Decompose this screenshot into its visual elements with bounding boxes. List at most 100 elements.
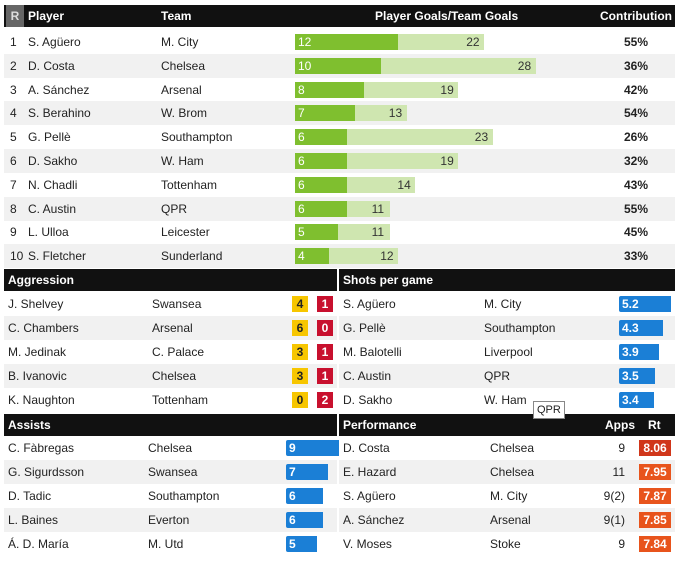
- team-name[interactable]: Liverpool: [484, 345, 533, 359]
- table-row[interactable]: C. Fàbregas Chelsea 9: [4, 436, 340, 460]
- player-name[interactable]: M. Jedinak: [8, 345, 67, 359]
- team-name[interactable]: Tottenham: [161, 177, 218, 192]
- player-name[interactable]: G. Pellè: [343, 321, 386, 335]
- player-name[interactable]: S. Fletcher: [28, 249, 87, 264]
- player-name[interactable]: D. Sakho: [28, 154, 78, 168]
- team-name[interactable]: Swansea: [152, 297, 202, 311]
- player-name[interactable]: C. Austin: [343, 369, 392, 383]
- team-name[interactable]: Everton: [148, 513, 190, 527]
- player-name[interactable]: J. Shelvey: [8, 297, 64, 311]
- player-name[interactable]: V. Moses: [343, 537, 392, 551]
- team-name[interactable]: Tottenham: [152, 393, 209, 407]
- table-row[interactable]: 10 S. Fletcher Sunderland 4 12 33%: [4, 244, 675, 269]
- table-row[interactable]: L. Baines Everton 6: [4, 508, 337, 532]
- team-name[interactable]: Stoke: [490, 537, 521, 551]
- table-row[interactable]: 1 S. Agüero M. City 12 22 55%: [4, 30, 675, 54]
- table-row[interactable]: E. Hazard Chelsea 11 7.95: [339, 460, 675, 484]
- player-name[interactable]: S. Berahino: [28, 106, 91, 121]
- player-name[interactable]: N. Chadli: [28, 177, 78, 192]
- team-name[interactable]: Southampton: [161, 130, 233, 145]
- team-name[interactable]: M. City: [484, 297, 522, 311]
- table-row[interactable]: B. Ivanovic Chelsea 3 1: [4, 364, 337, 388]
- team-name[interactable]: Leicester: [161, 225, 210, 240]
- table-row[interactable]: G. Sigurdsson Swansea 7: [4, 460, 337, 484]
- table-row[interactable]: M. Jedinak C. Palace 3 1: [4, 340, 337, 364]
- team-name[interactable]: Arsenal: [161, 82, 202, 97]
- table-row[interactable]: Á. D. María M. Utd 5: [4, 532, 337, 556]
- player-name[interactable]: L. Baines: [8, 513, 59, 527]
- player-name[interactable]: B. Ivanovic: [8, 369, 67, 383]
- player-name[interactable]: D. Sakho: [343, 393, 393, 407]
- table-row[interactable]: 5 G. Pellè Southampton 6 23 26%: [4, 125, 675, 149]
- player-name[interactable]: D. Costa: [28, 58, 75, 73]
- team-name[interactable]: Chelsea: [490, 465, 535, 479]
- goals-header[interactable]: Player Goals/Team Goals: [375, 9, 519, 23]
- table-row[interactable]: 6 D. Sakho W. Ham 6 19 32%: [4, 149, 675, 173]
- team-name[interactable]: M. Utd: [148, 537, 184, 551]
- team-name[interactable]: Chelsea: [490, 441, 535, 455]
- table-row[interactable]: 2 D. Costa Chelsea 10 28 36%: [4, 53, 675, 78]
- player-name[interactable]: D. Costa: [343, 441, 390, 455]
- player-name[interactable]: D. Tadic: [8, 489, 52, 503]
- team-header[interactable]: Team: [161, 9, 192, 23]
- player-name[interactable]: S. Agüero: [343, 297, 396, 311]
- table-row[interactable]: C. Chambers Arsenal 6 0: [4, 316, 337, 340]
- player-header[interactable]: Player: [28, 9, 65, 23]
- team-name[interactable]: Chelsea: [148, 441, 193, 455]
- team-name[interactable]: W. Ham: [484, 393, 527, 407]
- team-name[interactable]: C. Palace: [152, 345, 205, 359]
- player-name[interactable]: M. Balotelli: [343, 345, 402, 359]
- table-row[interactable]: D. Sakho W. Ham 3.4: [339, 388, 675, 412]
- table-row[interactable]: D. Tadic Southampton 6: [4, 484, 337, 508]
- team-name[interactable]: M. City: [161, 35, 199, 49]
- player-name[interactable]: C. Chambers: [8, 321, 79, 335]
- apps-header[interactable]: Apps: [605, 418, 635, 432]
- table-row[interactable]: K. Naughton Tottenham 0 2: [4, 388, 337, 412]
- player-name[interactable]: G. Sigurdsson: [8, 465, 85, 479]
- table-row[interactable]: 9 L. Ulloa Leicester 5 11 45%: [4, 220, 675, 244]
- rating-badge: 7.87: [639, 488, 671, 504]
- rating-header[interactable]: Rt: [648, 418, 661, 432]
- player-name[interactable]: E. Hazard: [343, 465, 397, 479]
- table-row[interactable]: M. Balotelli Liverpool 3.9: [339, 340, 675, 364]
- team-name[interactable]: QPR: [161, 201, 188, 216]
- rating-badge: 7.95: [639, 464, 671, 480]
- team-name[interactable]: Chelsea: [152, 369, 197, 383]
- player-name[interactable]: Á. D. María: [8, 537, 69, 551]
- player-name[interactable]: A. Sánchez: [343, 513, 405, 527]
- team-name[interactable]: Sunderland: [161, 249, 223, 264]
- player-name[interactable]: K. Naughton: [8, 393, 75, 407]
- contribution-header[interactable]: Contribution: [600, 9, 672, 23]
- team-name[interactable]: M. City: [490, 489, 528, 503]
- team-name[interactable]: QPR: [484, 369, 511, 383]
- team-name[interactable]: Chelsea: [161, 58, 206, 73]
- table-row[interactable]: V. Moses Stoke 9 7.84: [339, 532, 675, 556]
- table-row[interactable]: S. Agüero M. City 9(2) 7.87: [339, 484, 675, 508]
- team-name[interactable]: W. Brom: [161, 106, 208, 121]
- table-row[interactable]: 8 C. Austin QPR 6 11 55%: [4, 196, 675, 221]
- player-name[interactable]: S. Agüero: [28, 35, 81, 49]
- player-name[interactable]: G. Pellè: [28, 130, 71, 145]
- player-name[interactable]: A. Sánchez: [28, 82, 90, 97]
- player-name[interactable]: C. Fàbregas: [8, 441, 75, 455]
- team-name[interactable]: Southampton: [484, 321, 556, 335]
- table-row[interactable]: D. Costa Chelsea 9 8.06: [339, 436, 675, 460]
- table-row[interactable]: G. Pellè Southampton 4.3: [339, 316, 675, 340]
- team-name[interactable]: Arsenal: [490, 513, 531, 527]
- table-row[interactable]: 3 A. Sánchez Arsenal 8 19 42%: [4, 78, 675, 102]
- team-name[interactable]: Swansea: [148, 465, 198, 479]
- team-name[interactable]: W. Ham: [161, 154, 204, 168]
- player-name[interactable]: C. Austin: [28, 201, 77, 216]
- table-row[interactable]: J. Shelvey Swansea 4 1: [4, 292, 337, 316]
- player-name[interactable]: L. Ulloa: [28, 225, 69, 240]
- team-name[interactable]: Southampton: [148, 489, 220, 503]
- table-row[interactable]: 7 N. Chadli Tottenham 6 14 43%: [4, 173, 675, 197]
- team-name[interactable]: Arsenal: [152, 321, 193, 335]
- table-row[interactable]: C. Austin QPR 3.5: [339, 364, 675, 388]
- table-row[interactable]: 4 S. Berahino W. Brom 7 13 54%: [4, 101, 675, 126]
- table-row[interactable]: S. Agüero M. City 5.2: [339, 292, 675, 316]
- player-name[interactable]: S. Agüero: [343, 489, 396, 503]
- yellow-card-count: 4: [292, 296, 308, 312]
- apps-value: 11: [612, 465, 625, 479]
- table-row[interactable]: A. Sánchez Arsenal 9(1) 7.85: [339, 508, 675, 532]
